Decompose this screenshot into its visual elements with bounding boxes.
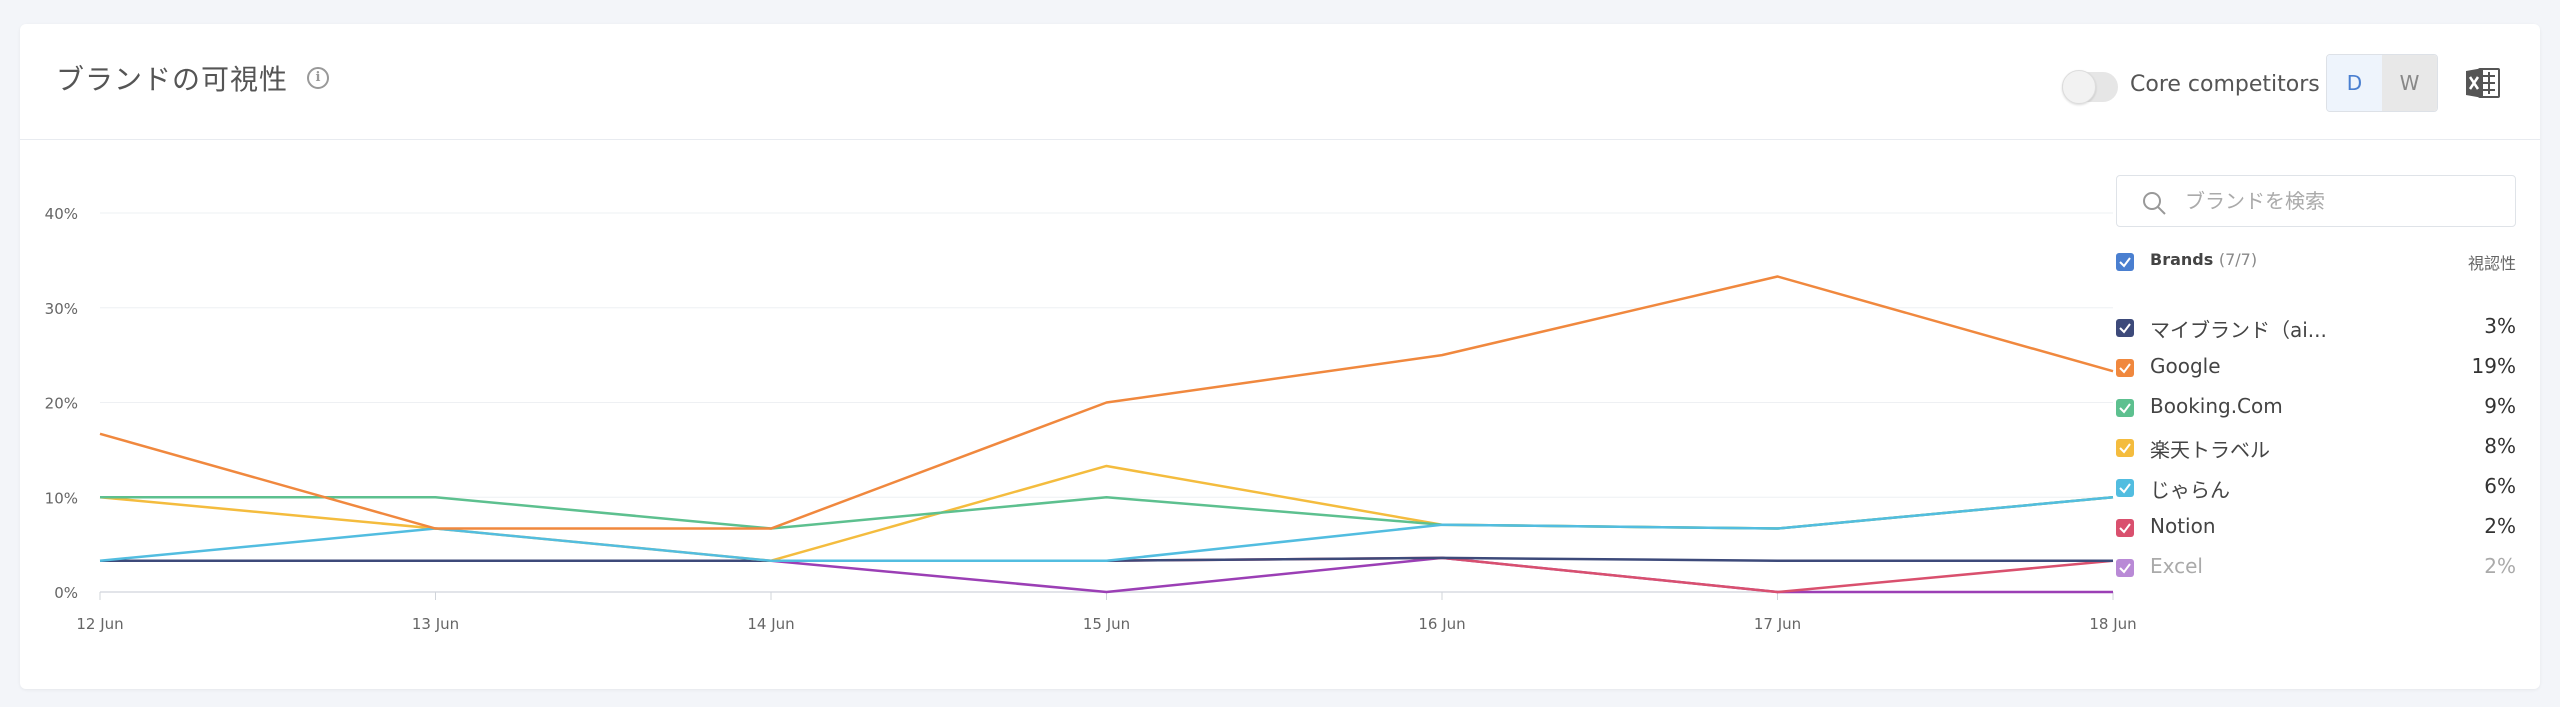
legend-item-visibility: 19% <box>2471 354 2516 378</box>
excel-export-icon[interactable] <box>2465 66 2501 100</box>
x-tick-label: 14 Jun <box>747 615 794 633</box>
legend-item-name: マイブランド（ai... <box>2150 318 2327 342</box>
card-header: ブランドの可視性 i Core competitors D W <box>20 24 2540 140</box>
brand-visibility-card: ブランドの可視性 i Core competitors D W <box>20 24 2540 689</box>
series-line <box>99 464 2114 562</box>
series-line <box>100 556 2113 594</box>
core-competitors-toggle[interactable] <box>2062 70 2118 104</box>
legend-item[interactable]: Booking.Com 9% <box>2116 392 2516 424</box>
legend-item-visibility: 3% <box>2484 314 2516 338</box>
legend-item-name: Booking.Com <box>2150 394 2283 418</box>
legend-item[interactable]: 楽天トラベル 8% <box>2116 432 2516 464</box>
period-week-button[interactable]: W <box>2382 55 2437 111</box>
legend-item[interactable]: Google 19% <box>2116 352 2516 384</box>
legend-item-name: 楽天トラベル <box>2150 438 2270 462</box>
legend-checkbox[interactable] <box>2116 319 2134 337</box>
y-tick-label: 0% <box>54 584 78 602</box>
series-line <box>99 275 2114 530</box>
legend-item-name: じゃらん <box>2150 478 2230 502</box>
legend-item-visibility: 2% <box>2484 514 2516 538</box>
visibility-column-label: 視認性 <box>2467 254 2516 273</box>
legend-checkbox[interactable] <box>2116 559 2134 577</box>
brand-search-input[interactable] <box>2185 184 2505 218</box>
select-all-checkbox[interactable] <box>2116 253 2134 271</box>
legend-item-name: Google <box>2150 354 2221 378</box>
legend-item-visibility: 6% <box>2484 474 2516 498</box>
series-line <box>100 496 2114 530</box>
x-tick-label: 13 Jun <box>412 615 459 633</box>
legend-checkbox[interactable] <box>2116 439 2134 457</box>
brands-label: Brands (7/7) <box>2150 250 2257 269</box>
legend-checkbox[interactable] <box>2116 399 2134 417</box>
x-tick-label: 18 Jun <box>2089 615 2136 633</box>
legend-item[interactable]: マイブランド（ai... 3% <box>2116 312 2516 344</box>
y-tick-label: 20% <box>45 395 78 413</box>
search-icon <box>2143 192 2166 215</box>
legend-header: Brands (7/7) 視認性 <box>2116 248 2516 278</box>
legend-item[interactable]: じゃらん 6% <box>2116 472 2516 504</box>
y-tick-label: 10% <box>45 489 78 507</box>
brands-label-text: Brands <box>2150 250 2214 269</box>
legend-item-visibility: 9% <box>2484 394 2516 418</box>
legend-item[interactable]: Notion 2% <box>2116 512 2516 544</box>
legend-item-visibility: 2% <box>2484 554 2516 578</box>
x-tick-label: 17 Jun <box>1754 615 1801 633</box>
core-competitors-label: Core competitors <box>2130 72 2320 97</box>
info-icon[interactable]: i <box>307 67 329 89</box>
x-tick-label: 12 Jun <box>76 615 123 633</box>
brand-search-box <box>2116 175 2516 227</box>
legend-item-name: Notion <box>2150 514 2216 538</box>
toggle-knob <box>2062 70 2096 104</box>
series-line <box>99 496 2114 562</box>
series-line <box>100 556 2114 594</box>
legend-item[interactable]: Excel 2% <box>2116 552 2516 584</box>
legend-item-name: Excel <box>2150 554 2203 578</box>
x-tick-label: 15 Jun <box>1083 615 1130 633</box>
y-tick-label: 30% <box>45 300 78 318</box>
legend-item-visibility: 8% <box>2484 434 2516 458</box>
period-switch: D W <box>2326 54 2438 112</box>
legend-checkbox[interactable] <box>2116 479 2134 497</box>
page-title: ブランドの可視性 <box>56 63 289 96</box>
legend-checkbox[interactable] <box>2116 359 2134 377</box>
brands-count: (7/7) <box>2218 250 2258 269</box>
y-tick-label: 40% <box>45 205 78 223</box>
x-tick-label: 16 Jun <box>1418 615 1465 633</box>
legend-checkbox[interactable] <box>2116 519 2134 537</box>
period-day-button[interactable]: D <box>2327 55 2382 111</box>
